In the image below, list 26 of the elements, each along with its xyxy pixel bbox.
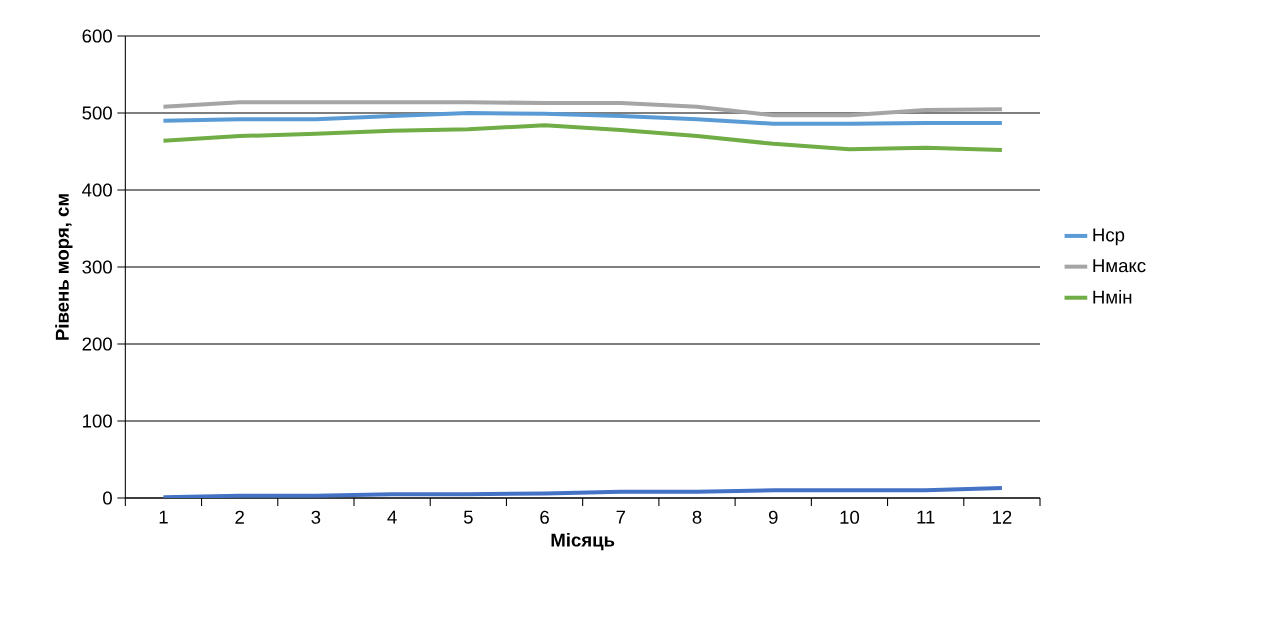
y-tick-label: 300 (82, 260, 112, 274)
x-tick-label: 1 (159, 510, 168, 524)
y-tick-label: 400 (82, 183, 112, 197)
x-tick-label: 3 (311, 510, 321, 524)
x-tick-label: 11 (917, 510, 935, 524)
legend-label: Hср (1093, 228, 1125, 246)
y-tick-label: 100 (83, 414, 112, 428)
line-series (161, 111, 1004, 126)
x-tick-label: 2 (235, 510, 244, 524)
x-tick-label: 10 (840, 510, 860, 524)
legend-label: Hмін (1093, 289, 1132, 304)
x-axis-title: Місяць (551, 532, 615, 551)
line-series (161, 123, 1004, 152)
y-axis-title: Рівень моря, см (55, 194, 73, 340)
y-tick-label: 200 (82, 337, 112, 351)
x-tick-label: 12 (992, 510, 1012, 524)
y-tick-label: 600 (82, 29, 112, 43)
x-tick-label: 4 (387, 510, 397, 524)
y-tick-label: 0 (103, 491, 112, 505)
legend-label: Hмакс (1093, 259, 1146, 273)
x-tick-label: 7 (616, 510, 626, 524)
x-tick-label: 9 (768, 510, 778, 524)
x-tick-label: 8 (692, 510, 702, 524)
x-tick-label: 5 (463, 510, 473, 524)
x-tick-label: 6 (540, 510, 549, 524)
y-tick-label: 500 (82, 106, 112, 120)
